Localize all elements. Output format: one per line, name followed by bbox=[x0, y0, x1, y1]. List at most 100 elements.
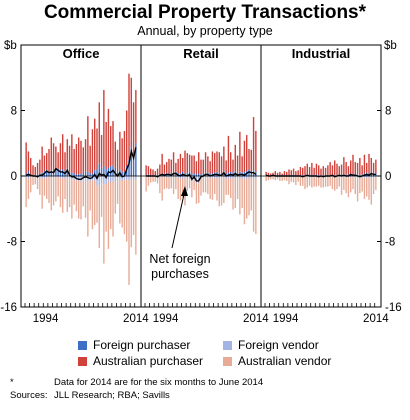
bar-foreign-purchaser bbox=[156, 175, 159, 176]
bar-australian-vendor bbox=[64, 178, 66, 199]
y-tick-label-right: -8 bbox=[385, 237, 395, 249]
bar-australian-vendor bbox=[345, 177, 347, 194]
bar-australian-vendor bbox=[204, 177, 207, 193]
bar-foreign-vendor bbox=[121, 176, 123, 181]
bar-australian-vendor bbox=[121, 180, 123, 228]
bar-australian-purchaser bbox=[372, 162, 375, 173]
bar-australian-vendor bbox=[347, 177, 350, 198]
bar-foreign-vendor bbox=[352, 176, 354, 177]
bar-australian-vendor bbox=[78, 180, 80, 219]
bar-australian-vendor bbox=[359, 177, 361, 194]
bar-australian-vendor bbox=[182, 178, 184, 198]
bar-australian-vendor bbox=[272, 176, 274, 180]
bar-foreign-purchaser bbox=[46, 169, 48, 176]
bar-foreign-vendor bbox=[135, 176, 137, 181]
bar-australian-purchaser bbox=[227, 135, 230, 173]
bar-australian-vendor bbox=[286, 176, 288, 181]
bar-australian-vendor bbox=[239, 178, 241, 215]
bar-australian-vendor bbox=[25, 177, 27, 208]
bar-australian-vendor bbox=[255, 178, 257, 235]
bar-australian-vendor bbox=[302, 177, 304, 186]
bar-australian-vendor bbox=[202, 178, 204, 193]
bar-foreign-purchaser bbox=[89, 173, 91, 176]
bar-foreign-vendor bbox=[214, 176, 216, 178]
bar-foreign-purchaser bbox=[198, 173, 200, 176]
y-axis-unit-right: $b bbox=[384, 40, 397, 52]
bar-australian-vendor bbox=[265, 176, 267, 181]
bar-foreign-vendor bbox=[30, 176, 32, 177]
bar-foreign-vendor bbox=[347, 176, 350, 178]
bar-australian-vendor bbox=[98, 185, 100, 249]
bar-foreign-vendor bbox=[179, 176, 182, 179]
y-tick-label-right: 0 bbox=[385, 171, 391, 183]
bar-australian-purchaser bbox=[315, 163, 318, 175]
bar-australian-vendor bbox=[39, 177, 41, 195]
bar-foreign-purchaser bbox=[250, 171, 252, 176]
y-tick-label-right: 8 bbox=[385, 106, 391, 118]
bar-australian-purchaser bbox=[248, 148, 250, 170]
bar-australian-vendor bbox=[308, 176, 311, 186]
bar-foreign-vendor bbox=[216, 176, 218, 179]
bar-australian-vendor bbox=[48, 176, 50, 204]
bar-foreign-vendor bbox=[39, 176, 41, 178]
bar-australian-vendor bbox=[356, 177, 359, 202]
x-tick-label: 2014 bbox=[363, 313, 389, 325]
bar-australian-vendor bbox=[343, 176, 345, 190]
bar-foreign-vendor bbox=[239, 176, 241, 179]
bar-australian-vendor bbox=[304, 176, 306, 190]
bar-australian-purchaser bbox=[94, 118, 96, 171]
bar-foreign-purchaser bbox=[27, 171, 30, 176]
bar-foreign-vendor bbox=[182, 176, 184, 179]
bar-australian-purchaser bbox=[338, 166, 340, 175]
bar-australian-vendor bbox=[220, 177, 223, 206]
bar-foreign-vendor bbox=[112, 176, 114, 181]
bar-australian-purchaser bbox=[114, 141, 116, 168]
bar-australian-vendor bbox=[68, 179, 71, 208]
chart-title: Commercial Property Transactions* bbox=[43, 2, 367, 23]
bar-foreign-vendor bbox=[50, 176, 52, 178]
bar-australian-purchaser bbox=[320, 168, 322, 176]
bar-australian-vendor bbox=[175, 177, 177, 190]
footnote-key: * bbox=[10, 377, 14, 388]
panel-title: Office bbox=[63, 46, 100, 61]
bar-australian-vendor bbox=[145, 176, 147, 192]
bar-australian-purchaser bbox=[209, 161, 211, 174]
bar-australian-vendor bbox=[193, 179, 195, 190]
bar-australian-purchaser bbox=[243, 140, 246, 172]
bar-foreign-purchaser bbox=[179, 173, 182, 176]
footnotes: * Data for 2014 are for the six months t… bbox=[10, 376, 263, 402]
bar-foreign-purchaser bbox=[105, 169, 107, 176]
bar-australian-purchaser bbox=[283, 171, 286, 176]
bar-foreign-vendor bbox=[100, 176, 103, 184]
chart-canvas: $b $b -16 -16 -8 -8 0 0 8 8 Office 1994 2014 Retail 19… bbox=[0, 40, 401, 325]
bar-australian-purchaser bbox=[52, 143, 55, 172]
bar-foreign-vendor bbox=[96, 176, 98, 186]
bar-australian-vendor bbox=[214, 177, 216, 195]
legend-item-foreign-vendor: Foreign vendor bbox=[223, 338, 319, 352]
bar-australian-vendor bbox=[368, 177, 370, 200]
bar-australian-vendor bbox=[179, 178, 182, 201]
bar-foreign-purchaser bbox=[128, 159, 130, 176]
bar-foreign-purchaser bbox=[78, 174, 80, 176]
bar-australian-purchaser bbox=[347, 166, 350, 175]
bar-australian-vendor bbox=[59, 177, 62, 208]
bar-foreign-vendor bbox=[338, 176, 340, 177]
bar-australian-purchaser bbox=[82, 147, 84, 174]
bar-foreign-vendor bbox=[361, 176, 363, 178]
bar-australian-vendor bbox=[372, 177, 375, 195]
bar-australian-purchaser bbox=[25, 142, 27, 174]
bar-foreign-purchaser bbox=[356, 174, 359, 176]
bar-australian-purchaser bbox=[145, 165, 147, 176]
x-tick-label: 1994 bbox=[153, 313, 179, 325]
bar-australian-vendor bbox=[370, 177, 372, 205]
bar-australian-vendor bbox=[62, 178, 64, 213]
bar-australian-vendor bbox=[299, 176, 302, 186]
bar-australian-vendor bbox=[209, 178, 211, 199]
bar-australian-purchaser bbox=[368, 153, 370, 174]
bar-australian-purchaser bbox=[147, 166, 150, 175]
bar-australian-purchaser bbox=[170, 159, 172, 174]
bar-australian-vendor bbox=[156, 177, 159, 184]
bar-foreign-purchaser bbox=[66, 168, 68, 176]
bar-australian-purchaser bbox=[57, 152, 59, 169]
bar-foreign-vendor bbox=[168, 176, 170, 177]
